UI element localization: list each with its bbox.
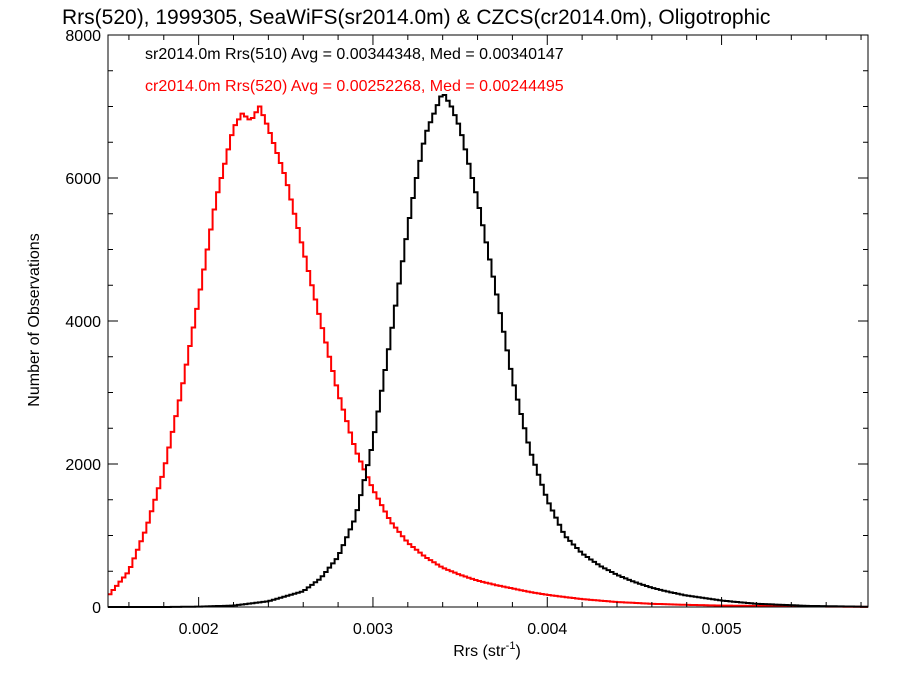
y-tick-label: 4000 <box>65 314 101 331</box>
chart-title: Rrs(520), 1999305, SeaWiFS(sr2014.0m) & … <box>62 6 770 29</box>
series-line-2 <box>108 94 868 608</box>
x-axis-label-sup: -1 <box>506 640 516 652</box>
annotation-series-1: sr2014.0m Rrs(510) Avg = 0.00344348, Med… <box>145 46 564 63</box>
x-axis-label-main: Rrs (str <box>453 643 506 660</box>
y-axis-label: Number of Observations <box>26 233 43 406</box>
y-tick-label: 6000 <box>65 171 101 188</box>
plot-frame <box>107 34 869 608</box>
x-axis-label: Rrs (str-1) <box>453 640 521 660</box>
series-line-1 <box>108 105 868 608</box>
x-tick-label: 0.004 <box>527 621 567 638</box>
y-tick-label: 0 <box>92 600 101 617</box>
y-tick-label: 2000 <box>65 457 101 474</box>
x-tick-label: 0.005 <box>702 621 742 638</box>
x-axis-label-close: ) <box>515 643 520 660</box>
series-layer <box>108 94 868 608</box>
y-tick-label: 8000 <box>65 28 101 45</box>
annotation-series-2: cr2014.0m Rrs(520) Avg = 0.00252268, Med… <box>145 78 564 95</box>
x-tick-label: 0.002 <box>179 621 219 638</box>
x-tick-label: 0.003 <box>353 621 393 638</box>
tick-layer: 0.002 0.003 0.004 0.005 0 2000 4000 6000 8000 <box>65 28 868 638</box>
